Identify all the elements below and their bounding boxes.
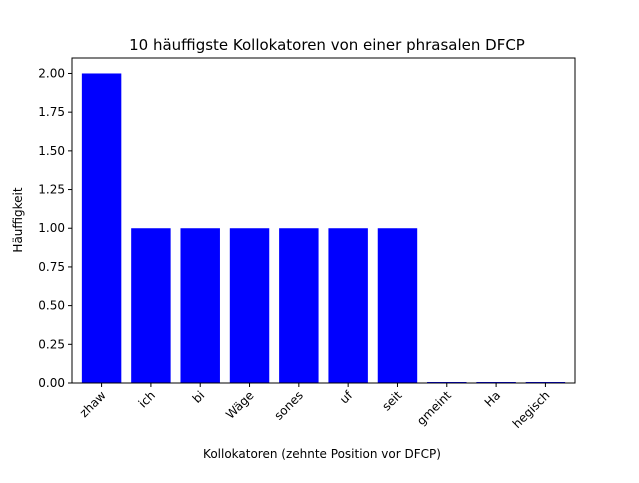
x-tick-label-ha: Ha [482,388,503,409]
x-tick-label-hegisch: hegisch [510,388,553,431]
bar-seit [377,228,418,383]
bar-zhaw [81,73,122,383]
y-tick-label: 0.00 [38,376,65,390]
plot-frame [71,57,576,384]
y-tick-label: 0.50 [38,299,65,313]
x-tick-label-bi: bi [190,388,208,406]
chart-title: 10 häuffigste Kollokatoren von einer phr… [129,36,525,54]
x-axis-label: Kollokatoren (zehnte Position vor DFCP) [203,447,441,461]
y-tick-label: 0.75 [38,260,65,274]
x-tick-label-gmeint: gmeint [414,388,454,428]
bar-ich [131,228,171,383]
bar-bi [180,228,220,383]
y-tick-label: 1.75 [38,105,65,119]
y-tick-label: 1.25 [38,183,65,197]
y-tick-label: 1.50 [38,144,65,158]
x-tick-label-seit: seit [379,388,404,413]
y-tick-label: 0.25 [38,337,65,351]
y-tick-label: 2.00 [38,66,65,80]
x-tick-label-sones: sones [271,388,306,423]
y-axis-label: Häuffigkeit [11,187,25,252]
x-tick-label-uf: uf [337,388,356,407]
y-tick-label: 1.00 [38,221,65,235]
bar-uf [328,228,368,383]
plot-area: 0.00 0.25 0.50 0.75 1.00 1.25 1.50 1.75 2.00 zhaw… [38,57,576,431]
bar-sones [279,228,319,383]
x-tick-label-wäge: Wäge [223,388,257,422]
bar-wäge [229,228,270,383]
x-tick-label-zhaw: zhaw [77,388,109,420]
x-tick-label-ich: ich [136,388,158,410]
